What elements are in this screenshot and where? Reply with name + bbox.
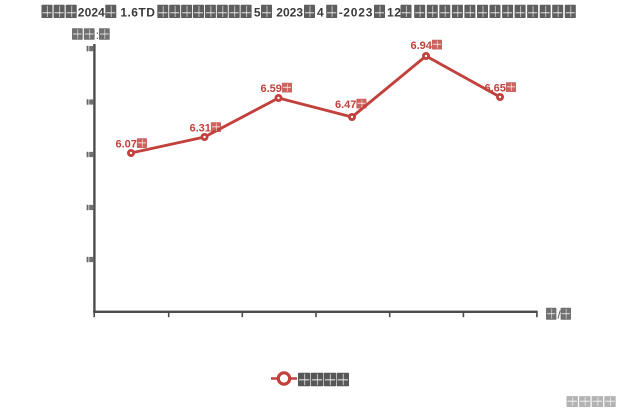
svg-text:6.94: 6.94 xyxy=(411,40,433,52)
svg-text:2023: 2023 xyxy=(343,5,373,19)
svg-text::: : xyxy=(96,29,99,42)
svg-text:/: / xyxy=(558,310,562,322)
svg-text:6.59: 6.59 xyxy=(261,83,282,95)
svg-text:1.6TD: 1.6TD xyxy=(120,5,155,19)
svg-text:6.65: 6.65 xyxy=(485,83,506,95)
svg-text:2024: 2024 xyxy=(78,5,105,19)
svg-text:4: 4 xyxy=(317,5,324,19)
svg-text:2023: 2023 xyxy=(276,5,303,19)
svg-text:6.31: 6.31 xyxy=(190,123,211,135)
svg-text:6.07: 6.07 xyxy=(116,139,137,151)
svg-text:-: - xyxy=(339,5,343,19)
svg-text:12: 12 xyxy=(387,5,402,19)
svg-text:6.47: 6.47 xyxy=(335,99,356,111)
svg-text:5: 5 xyxy=(254,5,261,19)
